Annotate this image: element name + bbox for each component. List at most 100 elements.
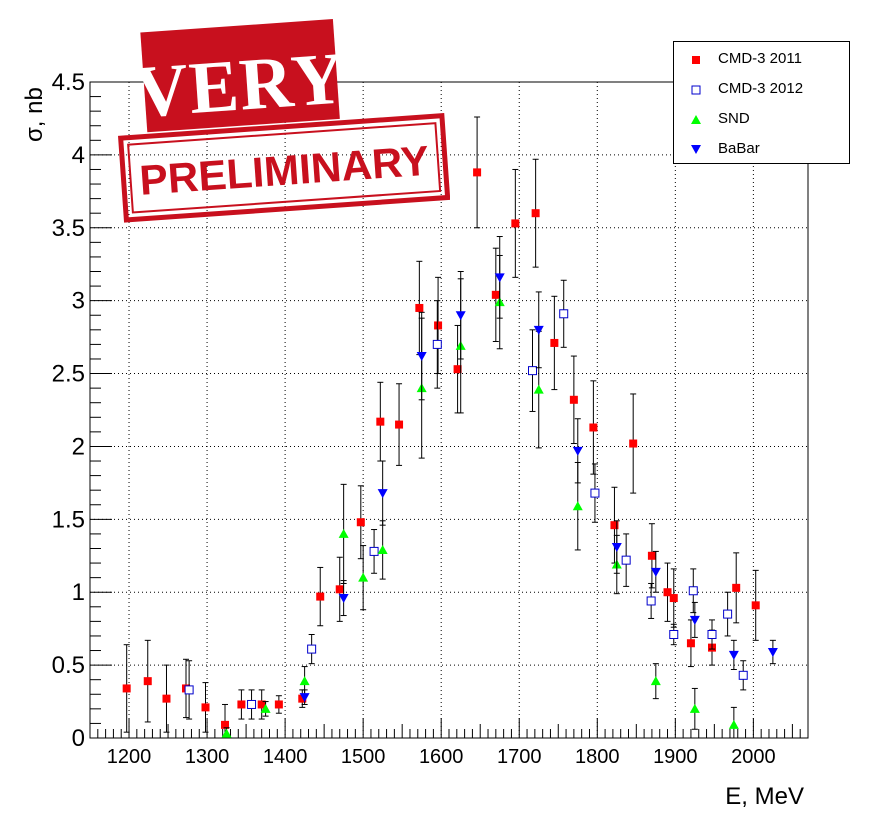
- data-point: [611, 543, 622, 553]
- data-point: [237, 700, 246, 709]
- x-tick-label: 1400: [263, 746, 308, 768]
- data-point: [572, 501, 583, 511]
- data-point: [338, 594, 349, 604]
- data-point: [491, 290, 500, 299]
- data-point: [338, 528, 349, 538]
- data-point: [738, 670, 748, 680]
- legend-item-snd: SND: [674, 104, 849, 134]
- data-point: [260, 703, 271, 713]
- grid-lines: [90, 82, 808, 738]
- data-point: [511, 219, 520, 228]
- data-point: [767, 647, 778, 657]
- data-point: [569, 395, 578, 404]
- data-point: [473, 168, 482, 177]
- series-triangle-down: [299, 236, 778, 705]
- data-point: [531, 209, 540, 218]
- series-filled-square: [122, 116, 760, 739]
- data-point: [589, 423, 598, 432]
- axis-ticks: [89, 81, 809, 739]
- data-point: [274, 700, 283, 709]
- filled-square-marker-icon: [692, 56, 700, 64]
- data-point: [728, 719, 739, 729]
- data-point: [298, 694, 307, 703]
- x-tick-labels: 1200 1300 1400 1500 1600 1700 1800 1900 2000: [107, 746, 776, 768]
- x-tick-label: 1300: [185, 746, 230, 768]
- data-points: [122, 116, 778, 739]
- legend-label: CMD-3 2012: [718, 80, 804, 97]
- data-point: [247, 699, 257, 709]
- open-square-marker-icon: [691, 85, 701, 95]
- stamp-preliminary-box: [118, 113, 450, 223]
- data-point: [201, 703, 210, 712]
- data-point: [650, 567, 661, 577]
- legend-item-cmd3-2011: CMD-3 2011: [674, 44, 849, 74]
- series-triangle-up: [221, 254, 739, 739]
- data-point: [559, 309, 569, 319]
- data-point: [184, 685, 194, 695]
- y-axis-label: σ, nb: [21, 87, 48, 142]
- data-point: [299, 676, 310, 686]
- data-point: [453, 365, 462, 374]
- data-point: [669, 629, 679, 639]
- y-tick-label: 2.5: [52, 361, 85, 388]
- y-tick-label: 0: [72, 725, 85, 752]
- data-point: [377, 544, 388, 554]
- data-point: [358, 572, 369, 582]
- data-point: [432, 339, 442, 349]
- data-point: [335, 585, 344, 594]
- y-tick-label: 3: [72, 288, 85, 315]
- data-point: [723, 609, 733, 619]
- data-point: [669, 594, 678, 603]
- stamp-very-box: [140, 19, 340, 133]
- y-tick-label: 4.5: [52, 69, 85, 96]
- x-tick-label: 1200: [107, 746, 152, 768]
- data-point: [629, 439, 638, 448]
- data-point: [416, 352, 427, 362]
- data-point: [751, 601, 760, 610]
- x-tick-label: 1800: [575, 746, 620, 768]
- data-point: [356, 518, 365, 527]
- x-tick-label: 1900: [653, 746, 698, 768]
- data-point: [415, 303, 424, 312]
- data-point: [728, 650, 739, 660]
- stamp-very-text: VERY: [132, 37, 348, 134]
- very-preliminary-stamp: VERY PRELIMINARY: [118, 19, 450, 223]
- data-point: [533, 325, 544, 335]
- y-tick-label: 0.5: [52, 652, 85, 679]
- y-tick-label: 1: [72, 579, 85, 606]
- data-point: [647, 551, 656, 560]
- legend-label: SND: [718, 110, 750, 127]
- data-point: [610, 521, 619, 530]
- data-point: [377, 489, 388, 499]
- data-point: [316, 592, 325, 601]
- data-point: [533, 384, 544, 394]
- x-tick-label: 1600: [419, 746, 464, 768]
- legend: CMD-3 2011 CMD-3 2012 SND BaBar: [673, 41, 850, 164]
- data-point: [369, 546, 379, 556]
- legend-label: CMD-3 2011: [718, 50, 802, 67]
- legend-item-cmd3-2012: CMD-3 2012: [674, 74, 849, 104]
- data-point: [646, 596, 656, 606]
- x-tick-label: 1500: [341, 746, 386, 768]
- data-point: [707, 629, 717, 639]
- data-point: [494, 273, 505, 283]
- x-axis-label: E, MeV: [725, 783, 804, 810]
- data-point: [257, 700, 266, 709]
- data-point: [689, 615, 700, 625]
- data-point: [221, 720, 230, 729]
- data-point: [455, 311, 466, 321]
- data-point: [572, 446, 583, 456]
- data-point: [376, 417, 385, 426]
- y-tick-label: 1.5: [52, 506, 85, 533]
- x-tick-label: 1700: [497, 746, 542, 768]
- legend-label: BaBar: [718, 140, 760, 157]
- data-point: [434, 321, 443, 330]
- data-point: [650, 676, 661, 686]
- data-point: [122, 684, 131, 693]
- y-tick-label: 3.5: [52, 215, 85, 242]
- data-point: [550, 338, 559, 347]
- data-point: [143, 677, 152, 686]
- series-open-square: [184, 279, 748, 720]
- legend-item-babar: BaBar: [674, 134, 849, 164]
